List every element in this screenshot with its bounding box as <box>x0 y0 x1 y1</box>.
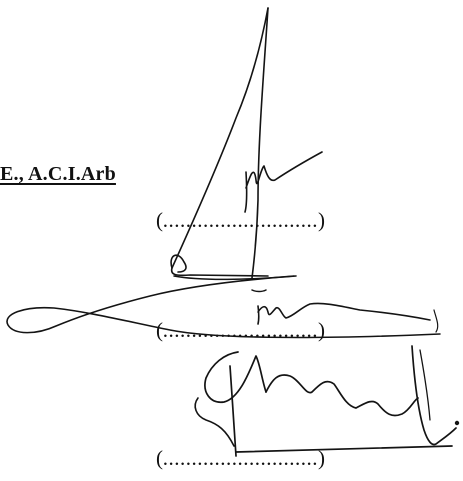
open-paren: ( <box>156 208 163 232</box>
credential-heading: E., A.C.I.Arb <box>0 163 116 185</box>
open-paren: ( <box>156 446 163 470</box>
handwritten-signature-top <box>6 7 441 339</box>
handwritten-signature-middle <box>251 289 439 333</box>
signature-line-1: (...........................) <box>156 208 325 233</box>
close-paren: ) <box>318 208 325 232</box>
open-paren: ( <box>156 318 163 342</box>
dotted-blank: ........................... <box>162 208 319 232</box>
close-paren: ) <box>318 446 325 470</box>
handwritten-signature-bottom <box>194 345 460 457</box>
close-paren: ) <box>318 318 325 342</box>
